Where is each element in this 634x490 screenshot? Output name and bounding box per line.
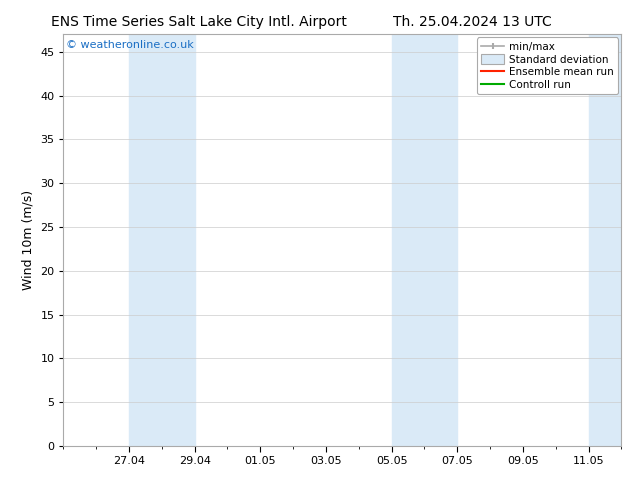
Legend: min/max, Standard deviation, Ensemble mean run, Controll run: min/max, Standard deviation, Ensemble me… bbox=[477, 37, 618, 95]
Text: © weatheronline.co.uk: © weatheronline.co.uk bbox=[66, 41, 194, 50]
Bar bbox=[392, 34, 457, 446]
Text: ENS Time Series Salt Lake City Intl. Airport: ENS Time Series Salt Lake City Intl. Air… bbox=[51, 15, 347, 29]
Y-axis label: Wind 10m (m/s): Wind 10m (m/s) bbox=[22, 190, 35, 290]
Bar bbox=[588, 34, 621, 446]
Text: Th. 25.04.2024 13 UTC: Th. 25.04.2024 13 UTC bbox=[393, 15, 552, 29]
Bar bbox=[129, 34, 195, 446]
